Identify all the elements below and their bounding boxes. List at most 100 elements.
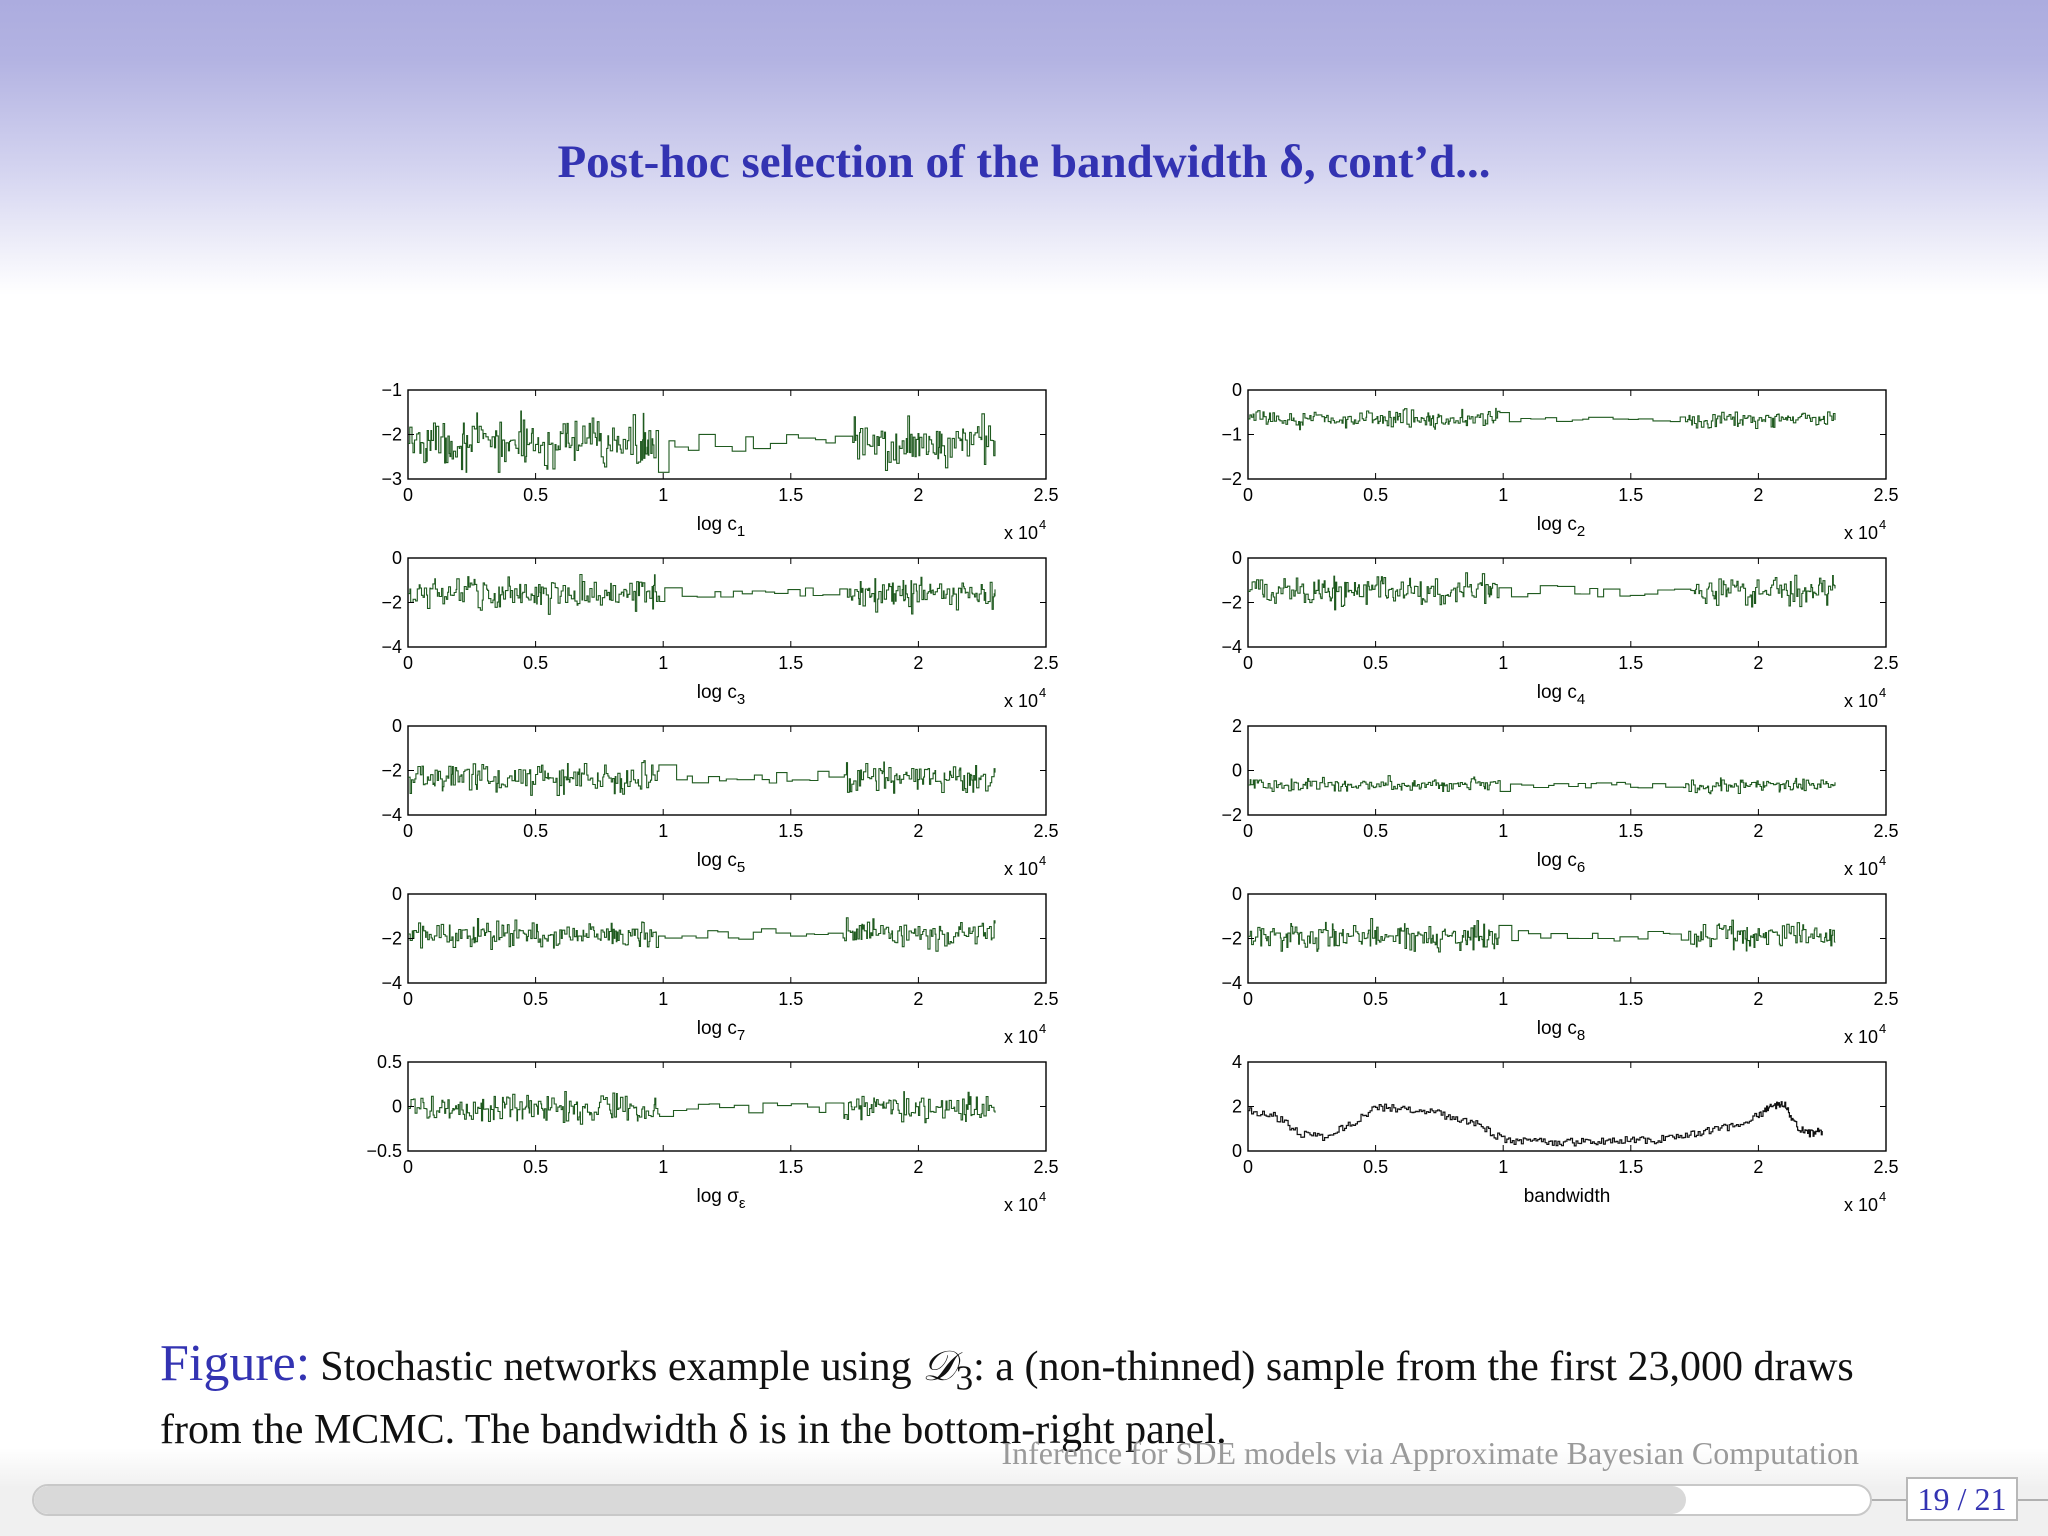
panel-2-xtick-label: 2: [1753, 485, 1763, 505]
panel-6-xlabel-sub: 6: [1577, 859, 1585, 876]
panel-2-ytick-label: −1: [1221, 425, 1242, 445]
panel-4-axes: [1247, 557, 1887, 648]
panel-6-exponent-power: 4: [1879, 853, 1886, 868]
panel-5-xlabel: log c5: [697, 850, 745, 876]
panel-4-trace: [1248, 572, 1836, 611]
panel-2-ytick-label: −2: [1221, 469, 1242, 489]
panel-8-xtick-label: 0.5: [1363, 989, 1388, 1009]
panel-3-axes: [407, 557, 1047, 648]
panel-4-xtick-label: 2.5: [1873, 653, 1898, 673]
panel-1-axes: [407, 389, 1047, 480]
panel-4-xtick-label: 0: [1243, 653, 1253, 673]
page-counter: 19 / 21: [1906, 1477, 2018, 1521]
panel-10-exponent: x 10: [1844, 1195, 1878, 1215]
panel-5-axes: [407, 725, 1047, 816]
panel-4-xtick-label: 2: [1753, 653, 1763, 673]
panel-3-xtick-label: 2.5: [1033, 653, 1058, 673]
panel-10-xtick-label: 2: [1753, 1157, 1763, 1177]
panel-3-ytick-label: −2: [381, 593, 402, 613]
panel-5-ytick-label: 0: [392, 716, 402, 736]
panel-8-exponent: x 10: [1844, 1027, 1878, 1047]
footer-talk-title: Inference for SDE models via Approximate…: [1001, 1435, 1859, 1471]
panel-7-ytick-label: −2: [381, 929, 402, 949]
panel-1-xtick-label: 2: [913, 485, 923, 505]
panel-5-xtick-label: 2.5: [1033, 821, 1058, 841]
panel-7-xtick-label: 0.5: [523, 989, 548, 1009]
panel-5-xtick-label: 1.5: [778, 821, 803, 841]
panel-1-xtick-label: 1.5: [778, 485, 803, 505]
panel-7-ytick-label: 0: [392, 884, 402, 904]
panel-2-trace: [1248, 407, 1836, 431]
panel-7-xtick-label: 2: [913, 989, 923, 1009]
panel-4-exponent-power: 4: [1879, 685, 1886, 700]
panel-9-xtick-label: 0.5: [523, 1157, 548, 1177]
panel-8-ytick-label: 0: [1232, 884, 1242, 904]
panel-5-xlabel-sub: 5: [737, 859, 745, 876]
panel-1-exponent: x 10: [1004, 523, 1038, 543]
panel-2-xtick-label: 0.5: [1363, 485, 1388, 505]
panel-2-xtick-label: 1: [1498, 485, 1508, 505]
panel-3-ytick-label: 0: [392, 548, 402, 568]
panel-2-xtick-label: 1.5: [1618, 485, 1643, 505]
panel-9-xlabel: log σε: [696, 1186, 745, 1212]
panel-10-ytick-label: 4: [1232, 1052, 1242, 1072]
panel-3-xlabel: log c3: [697, 682, 745, 708]
panel-6-xtick-label: 2.5: [1873, 821, 1898, 841]
panel-7-exponent: x 10: [1004, 1027, 1038, 1047]
panel-8-xlabel: log c8: [1537, 1018, 1585, 1044]
panel-10-xtick-label: 1: [1498, 1157, 1508, 1177]
panel-6-xtick-label: 0.5: [1363, 821, 1388, 841]
panel-7-xtick-label: 0: [403, 989, 413, 1009]
panel-5-xtick-label: 2: [913, 821, 923, 841]
panel-10-xtick-label: 0.5: [1363, 1157, 1388, 1177]
panel-1-xtick-label: 0: [403, 485, 413, 505]
panel-9-xtick-label: 2: [913, 1157, 923, 1177]
panel-7-ytick-label: −4: [381, 973, 402, 993]
panel-8-xtick-label: 0: [1243, 989, 1253, 1009]
panel-4-ytick-label: −4: [1221, 637, 1242, 657]
panel-6-xtick-label: 1: [1498, 821, 1508, 841]
panel-1-xlabel-sub: 1: [737, 523, 745, 540]
panel-10-ytick-label: 0: [1232, 1141, 1242, 1161]
panel-9-xlabel-sub: ε: [739, 1195, 746, 1212]
panel-10-xtick-label: 2.5: [1873, 1157, 1898, 1177]
panel-10-xtick-label: 1.5: [1618, 1157, 1643, 1177]
panel-2-axes: [1247, 389, 1887, 480]
panel-7-xtick-label: 1.5: [778, 989, 803, 1009]
panel-6-ytick-label: −2: [1221, 805, 1242, 825]
panel-3-xlabel-sub: 3: [737, 691, 745, 708]
panel-5-ytick-label: −2: [381, 761, 402, 781]
panel-10-axes: [1247, 1061, 1887, 1152]
panel-6-axes: [1247, 725, 1887, 816]
panel-4-ytick-label: −2: [1221, 593, 1242, 613]
panel-7-exponent-power: 4: [1039, 1021, 1046, 1036]
panel-4-xlabel: log c4: [1537, 682, 1585, 708]
panel-9-xtick-label: 0: [403, 1157, 413, 1177]
panel-5-xtick-label: 1: [658, 821, 668, 841]
panel-10-xlabel: bandwidth: [1524, 1186, 1611, 1207]
panel-9-ytick-label: −0.5: [366, 1141, 402, 1161]
panel-7-xlabel: log c7: [697, 1018, 745, 1044]
panel-9-xtick-label: 2.5: [1033, 1157, 1058, 1177]
slide-progress-bar[interactable]: [32, 1484, 1872, 1516]
caption-text-1: Stochastic networks example using: [320, 1344, 923, 1390]
panel-6-exponent: x 10: [1844, 859, 1878, 879]
panel-9-exponent-power: 4: [1039, 1189, 1046, 1204]
panel-6-ytick-label: 0: [1232, 761, 1242, 781]
caption-text-2: : a (non-thinned) sample from the first …: [160, 1344, 1854, 1454]
slide-progress-fill: [34, 1486, 1687, 1514]
panel-9-exponent: x 10: [1004, 1195, 1038, 1215]
slide-title: Post-hoc selection of the bandwidth δ, c…: [557, 136, 1491, 188]
panel-3-exponent: x 10: [1004, 691, 1038, 711]
panel-7-trace: [408, 917, 996, 952]
panel-9-ytick-label: 0.5: [377, 1052, 402, 1072]
panel-6-xtick-label: 0: [1243, 821, 1253, 841]
panel-7-xtick-label: 1: [658, 989, 668, 1009]
panel-10-xtick-label: 0: [1243, 1157, 1253, 1177]
panel-7-xlabel-sub: 7: [737, 1027, 745, 1044]
panel-5-xtick-label: 0: [403, 821, 413, 841]
panel-5-xtick-label: 0.5: [523, 821, 548, 841]
panel-3-xtick-label: 1.5: [778, 653, 803, 673]
panel-5-ytick-label: −4: [381, 805, 402, 825]
